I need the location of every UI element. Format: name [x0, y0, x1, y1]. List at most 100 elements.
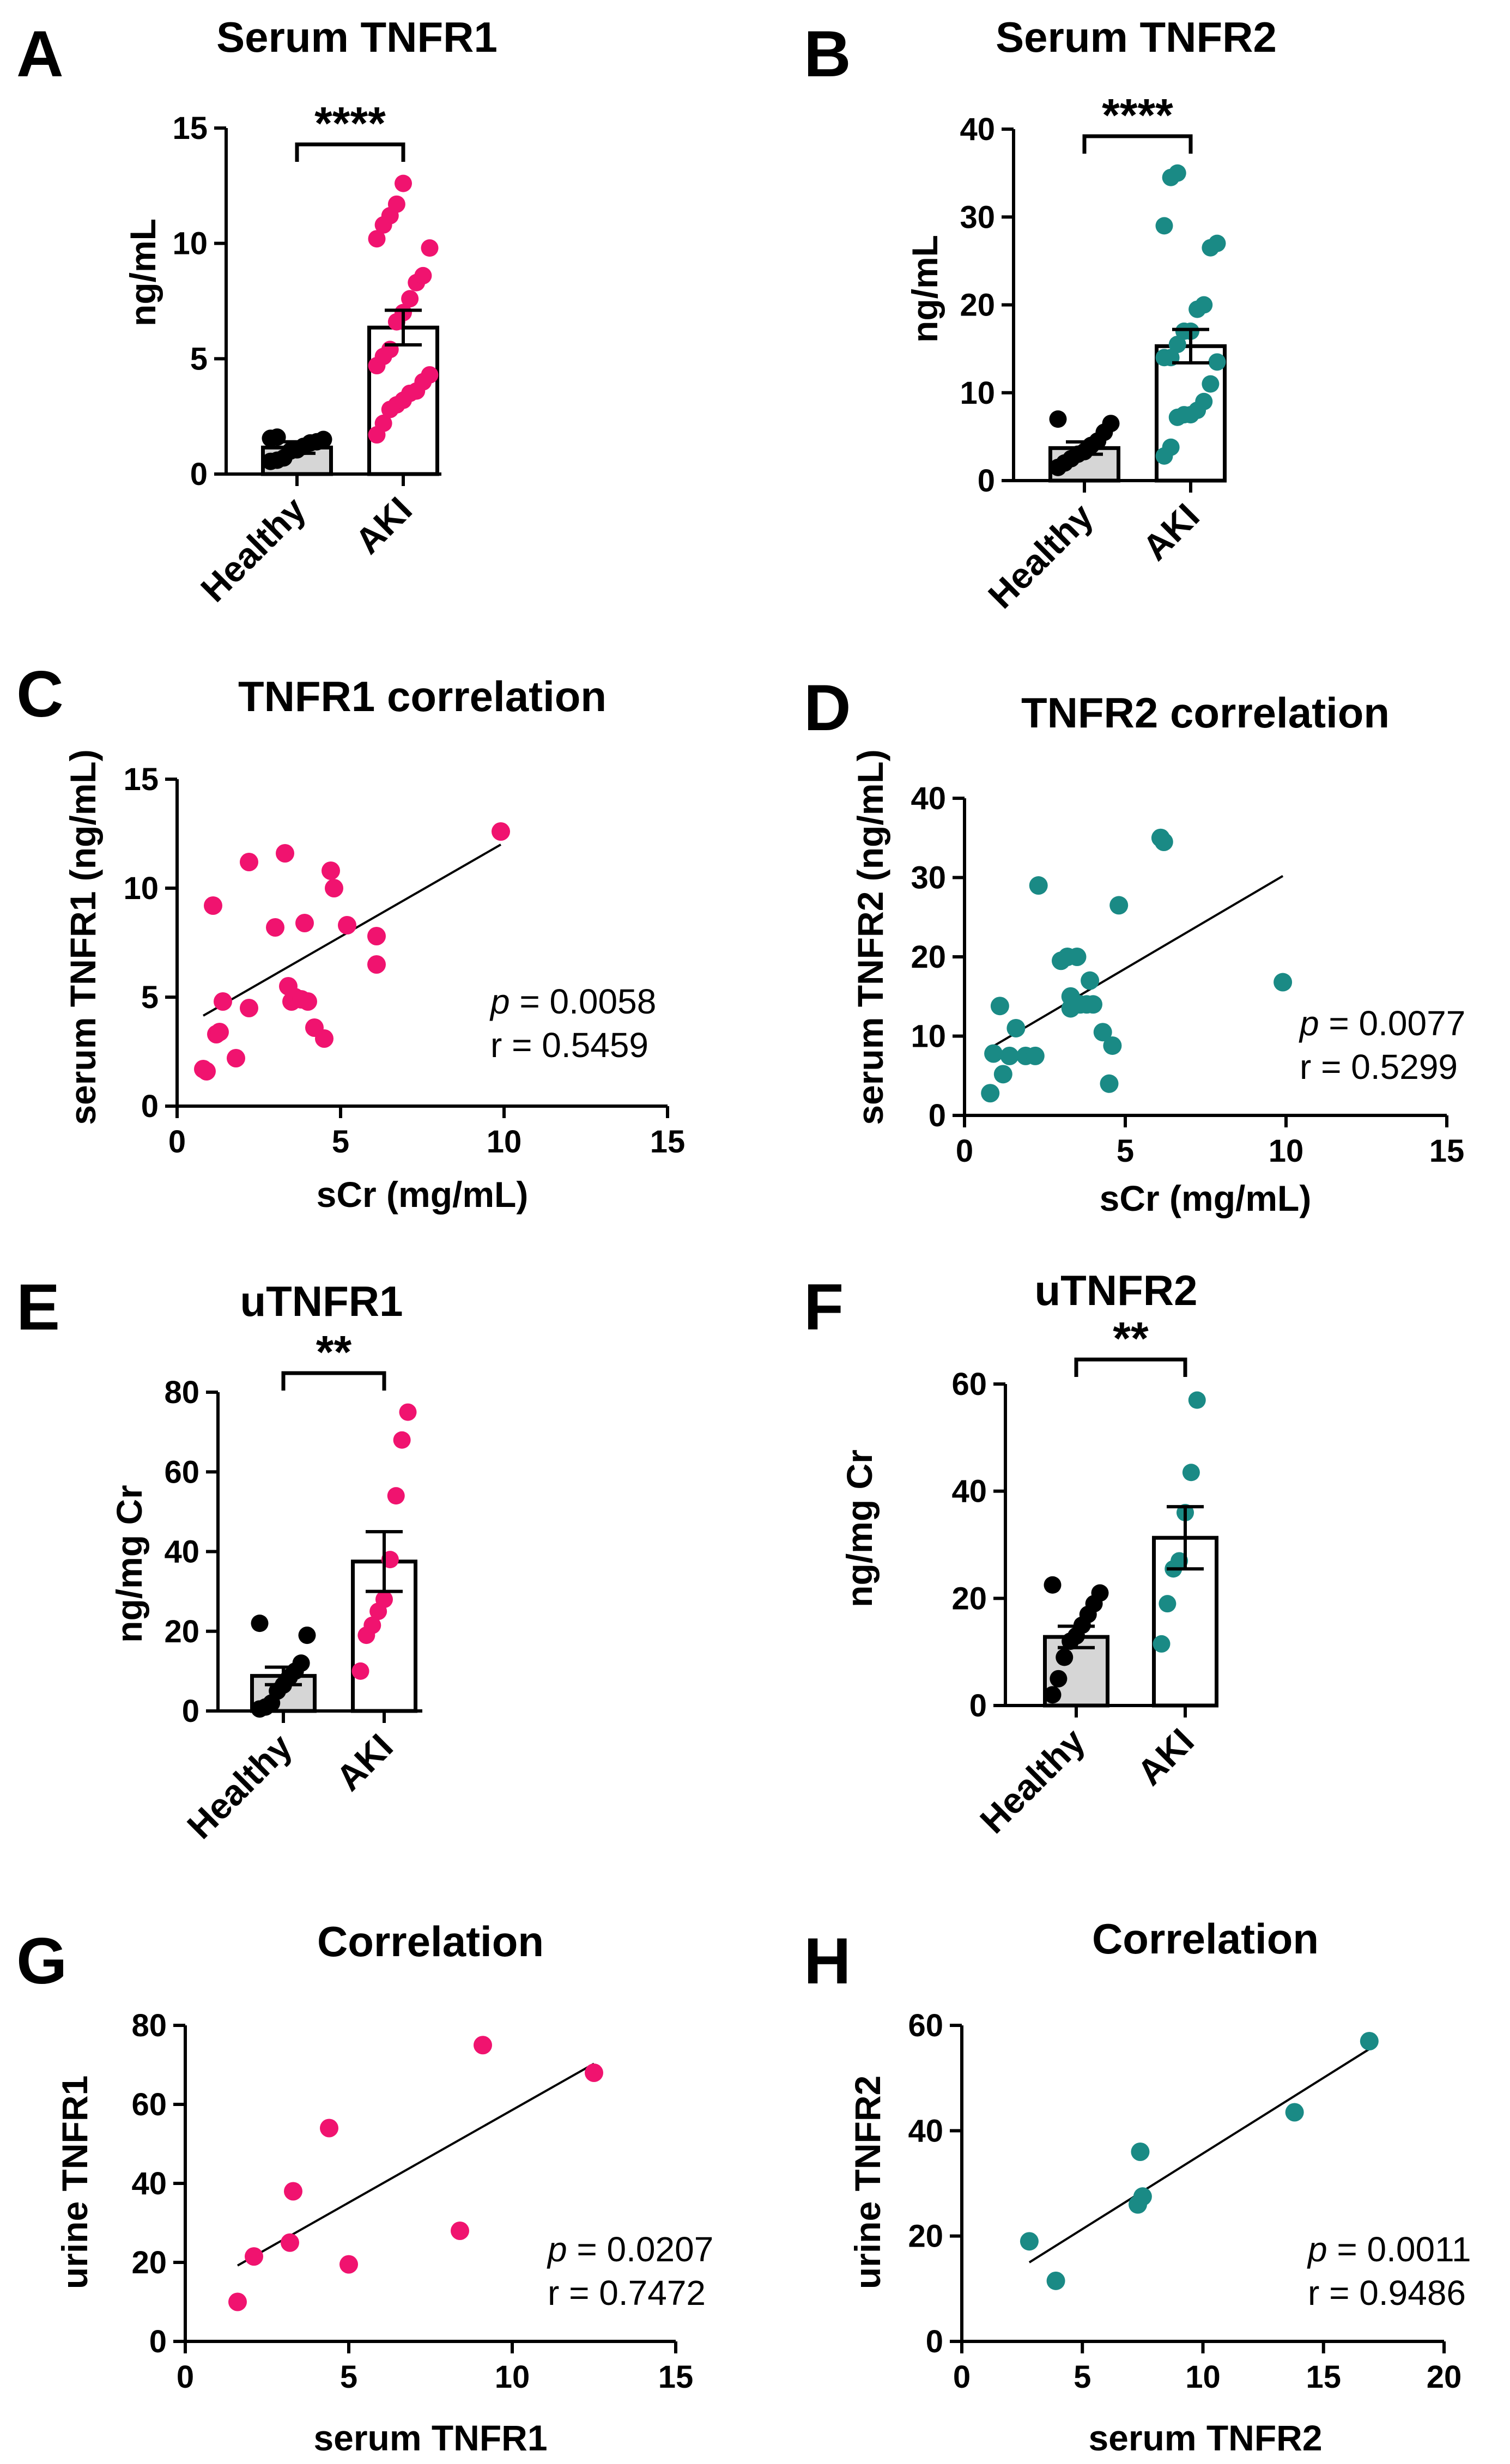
data-point	[374, 414, 392, 432]
y-tick-label: 0	[978, 463, 995, 499]
significance-bracket	[295, 142, 405, 162]
data-point	[1006, 1018, 1026, 1037]
data-point	[451, 2222, 469, 2240]
data-point	[363, 1616, 381, 1634]
data-point	[315, 1029, 333, 1048]
y-tick-label: 30	[960, 199, 995, 235]
data-point	[585, 2064, 603, 2082]
p-value-text: p = 0.0207	[547, 2230, 713, 2269]
y-tick-label: 40	[164, 1534, 199, 1570]
x-axis-label: serum TNFR1	[313, 2418, 547, 2458]
y-axis-label: serum TNFR1 (ng/mL)	[63, 749, 103, 1125]
data-point	[204, 896, 222, 915]
significance-stars: **	[316, 1326, 352, 1377]
data-point	[339, 2255, 358, 2274]
panel-b: B Serum TNFR2 ng/mL 0 10 20 30 40 Healthy AKI ****	[804, 13, 1277, 616]
data-point	[1195, 296, 1213, 314]
y-tick-label: 0	[929, 1098, 946, 1133]
category-label: AKI	[347, 489, 420, 562]
data-point	[1208, 353, 1226, 371]
data-point	[292, 1654, 310, 1672]
panel-title: Correlation	[1092, 1915, 1319, 1963]
data-point	[1102, 415, 1120, 433]
data-point	[1154, 833, 1173, 852]
x-tick-label: 20	[1427, 2359, 1462, 2395]
data-point	[240, 853, 258, 871]
y-tick-label: 20	[908, 2219, 943, 2254]
data-point	[1153, 1635, 1171, 1653]
category-label: Healthy	[179, 1726, 300, 1846]
panel-letter: A	[16, 17, 64, 90]
data-point	[1050, 1670, 1068, 1688]
data-point	[251, 1615, 269, 1632]
p-value: = 0.0011	[1327, 2230, 1471, 2269]
y-tick-label: 60	[908, 2008, 943, 2043]
data-point	[367, 955, 386, 974]
y-axis-label: ng/mL	[905, 235, 945, 343]
data-point	[414, 266, 432, 284]
y-tick-label: 15	[123, 762, 159, 797]
significance-bracket	[281, 1371, 386, 1391]
x-axis-label: sCr (mg/mL)	[1100, 1178, 1312, 1218]
data-point	[1155, 217, 1173, 235]
panel-title: uTNFR1	[240, 1277, 403, 1325]
panel-letter: H	[804, 1925, 851, 1998]
x-tick-label: 15	[1429, 1133, 1465, 1169]
y-tick-label: 10	[960, 375, 995, 411]
panel-title: TNFR2 correlation	[1021, 689, 1390, 737]
data-point	[284, 2182, 302, 2201]
panel-g: G Correlation urine TNFR1 0 20 40 60 80 0 5 10 15 se…	[16, 1917, 713, 2458]
y-tick-label: 5	[141, 980, 159, 1015]
data-point	[214, 992, 232, 1011]
x-tick-label: 5	[340, 2359, 357, 2395]
data-point	[1195, 392, 1213, 410]
data-point	[1029, 876, 1048, 895]
y-tick-label: 40	[911, 781, 946, 816]
data-point	[421, 239, 439, 257]
panel-a: A Serum TNFR1 ng/mL 0 5 10 15 Healthy AKI ****	[16, 13, 498, 609]
x-tick-label: 5	[332, 1124, 349, 1160]
data-point	[1046, 2271, 1065, 2290]
panel-title: Correlation	[317, 1917, 544, 1965]
data-point	[1044, 1576, 1062, 1594]
data-point	[1093, 1023, 1112, 1042]
data-point	[276, 844, 294, 863]
x-tick-label: 15	[650, 1124, 686, 1160]
y-tick-label: 40	[960, 112, 995, 147]
r-value-text: r = 0.9486	[1308, 2273, 1466, 2313]
data-point	[240, 999, 258, 1017]
x-tick-label: 0	[953, 2359, 971, 2395]
y-tick-label: 5	[190, 341, 208, 377]
data-point	[338, 916, 356, 934]
data-point	[299, 992, 317, 1011]
panel-c: C TNFR1 correlation serum TNFR1 (ng/mL) 0 5 1…	[16, 658, 685, 1215]
data-point	[1049, 410, 1067, 428]
y-tick-label: 15	[172, 111, 208, 146]
y-tick-label: 40	[131, 2166, 167, 2201]
y-tick-label: 60	[164, 1454, 199, 1490]
y-tick-label: 0	[149, 2324, 167, 2359]
data-point	[981, 1084, 1000, 1103]
data-point	[1208, 234, 1226, 252]
x-tick-label: 10	[495, 2359, 530, 2395]
y-tick-label: 40	[951, 1474, 987, 1509]
y-axis-label: urine TNFR2	[847, 2075, 888, 2289]
data-point	[421, 366, 439, 384]
panel-letter: B	[804, 17, 851, 90]
data-point	[368, 230, 386, 248]
x-tick-label: 10	[487, 1124, 522, 1160]
x-tick-label: 0	[956, 1133, 973, 1169]
data-point	[375, 1591, 393, 1609]
data-point	[1168, 164, 1186, 182]
significance-bracket	[1074, 1357, 1187, 1377]
y-tick-label: 80	[131, 2008, 167, 2043]
data-point	[1159, 1595, 1177, 1613]
data-point	[401, 290, 419, 308]
p-value: = 0.0207	[567, 2230, 714, 2269]
data-point	[210, 1023, 229, 1041]
data-point	[351, 1662, 369, 1680]
data-point	[281, 2233, 299, 2252]
data-point	[1202, 375, 1220, 393]
